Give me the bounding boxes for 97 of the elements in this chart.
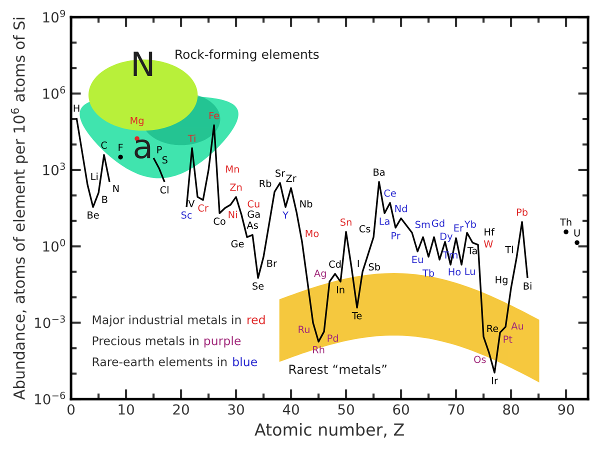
- data-label: Th: [560, 218, 572, 226]
- data-label: Ni: [228, 210, 237, 218]
- data-label: Ti: [188, 134, 196, 142]
- data-label: Fe: [209, 112, 220, 120]
- data-label: Rh: [313, 346, 324, 354]
- annotation: Precious metals in purple: [92, 336, 241, 348]
- data-label: Te: [352, 312, 362, 320]
- data-label: Yb: [464, 220, 476, 228]
- data-label: Mo: [306, 230, 319, 238]
- data-label: S: [162, 156, 168, 164]
- y-tick-label: 10$^{3}$: [43, 162, 65, 176]
- y-tick-label: 10$^{6}$: [43, 86, 66, 99]
- data-label: Sb: [368, 262, 380, 271]
- data-label: Mg: [130, 117, 144, 126]
- data-label: Ba: [374, 168, 384, 176]
- data-label: F: [118, 144, 123, 151]
- data-label: Gd: [432, 219, 444, 227]
- data-label: W: [484, 240, 493, 248]
- annotation: Major industrial metals in red: [92, 315, 265, 327]
- x-tick-label: 0: [68, 404, 75, 415]
- x-tick-label: 90: [558, 404, 574, 415]
- data-label: In: [336, 286, 344, 294]
- data-label: Sr: [276, 170, 286, 177]
- data-label: Pt: [504, 336, 512, 343]
- data-label: Pr: [392, 232, 400, 240]
- data-label: V: [188, 200, 195, 208]
- data-label: Nd: [395, 204, 407, 212]
- x-tick-label: 60: [393, 404, 409, 415]
- data-label: Bi: [524, 282, 532, 290]
- x-tick-label: 70: [448, 404, 464, 415]
- data-label: Os: [474, 356, 486, 364]
- x-tick-label: 50: [338, 404, 354, 415]
- data-label: Y: [282, 211, 289, 219]
- data-label: Er: [454, 224, 464, 232]
- data-label: La: [380, 218, 390, 225]
- data-label: Cu: [248, 200, 260, 208]
- x-axis-title: Atomic number, Z: [254, 422, 404, 438]
- data-label: B: [102, 196, 108, 204]
- data-label: Hf: [484, 228, 495, 236]
- x-tick-label: 80: [503, 404, 519, 415]
- data-label: I: [358, 260, 359, 268]
- data-label: Li: [91, 172, 98, 180]
- data-label: P: [157, 146, 162, 154]
- data-label: U: [574, 229, 580, 237]
- y-tick-label: 10$^{−6}$: [35, 392, 66, 404]
- data-label: Rb: [260, 180, 272, 188]
- data-label: Ru: [298, 326, 310, 334]
- x-tick-label: 40: [282, 404, 299, 415]
- data-label: Ce: [384, 189, 396, 197]
- annotation: Rare-earth elements in blue: [92, 357, 257, 366]
- data-label: Zr: [286, 174, 296, 182]
- data-label: Cs: [359, 225, 370, 232]
- y-tick-label: 10$^{−3}$: [35, 315, 65, 328]
- x-tick-label: 20: [173, 404, 189, 415]
- data-label: Ge: [231, 240, 244, 248]
- data-label: Tb: [422, 269, 434, 277]
- data-label: Sn: [340, 218, 352, 226]
- data-label: Cl: [160, 186, 168, 194]
- data-label: Pd: [328, 334, 338, 342]
- y-tick-label: 10$^{9}$: [43, 10, 66, 23]
- data-label: Ir: [492, 377, 498, 384]
- point: [574, 240, 580, 246]
- y-tick-label: 10$^{0}$: [43, 238, 66, 252]
- annotation: a: [134, 139, 150, 159]
- data-label: Pb: [516, 208, 528, 216]
- data-label: Eu: [412, 256, 423, 264]
- data-label: Ta: [467, 247, 477, 254]
- y-axis-title: Abundance, atoms of element per 10$^{6}$ atoms of Si: [10, 18, 28, 400]
- data-label: Nb: [300, 200, 312, 208]
- data-label: Sm: [415, 220, 430, 228]
- data-label: Be: [88, 211, 99, 219]
- data-label: Ho: [448, 268, 461, 276]
- data-label: H: [74, 104, 80, 112]
- data-label: Dy: [440, 232, 453, 242]
- data-label: N: [113, 184, 119, 192]
- data-label: Ga: [248, 210, 260, 218]
- data-label: Ag: [314, 270, 326, 279]
- data-label: C: [101, 142, 107, 149]
- data-label: Br: [267, 260, 277, 267]
- annotation: Rock-forming elements: [176, 49, 319, 62]
- data-label: Hg: [496, 276, 508, 286]
- point: [564, 229, 568, 234]
- data-label: Mn: [226, 166, 239, 173]
- data-label: Re: [487, 324, 498, 332]
- data-label: Sc: [181, 211, 192, 219]
- data-label: Co: [214, 218, 226, 225]
- data-label: As: [246, 222, 258, 229]
- x-tick-label: 10: [118, 404, 134, 415]
- data-label: Tl: [505, 246, 513, 254]
- data-label: Lu: [465, 268, 475, 276]
- data-label: Se: [252, 282, 264, 290]
- data-label: Zn: [230, 184, 242, 191]
- data-label: Cr: [198, 204, 208, 212]
- data-label: Cd: [329, 260, 341, 268]
- annotation: Rarest “metals”: [289, 364, 386, 374]
- x-tick-label: 30: [228, 404, 244, 415]
- data-label: Au: [511, 322, 524, 330]
